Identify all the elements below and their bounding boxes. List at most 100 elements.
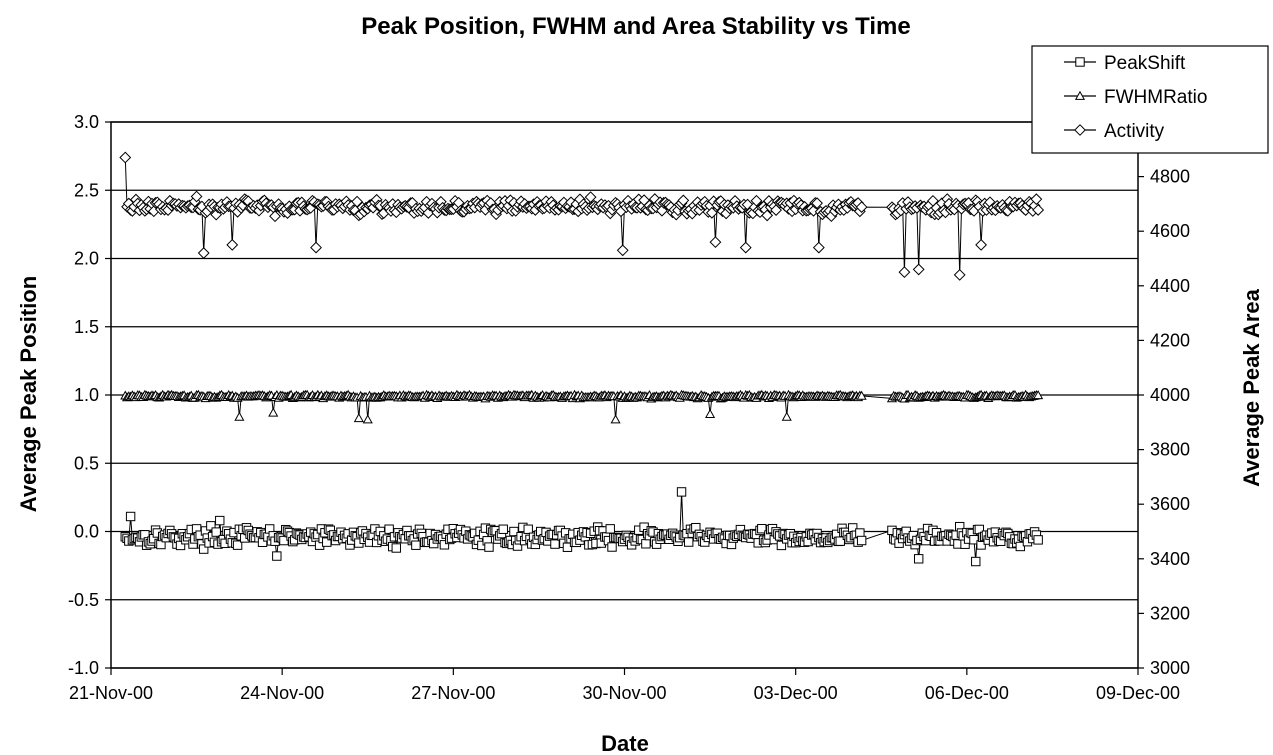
plot-area-frame — [110, 121, 1139, 669]
y-axis-label: Average Peak Position — [16, 276, 41, 512]
legend-box — [1031, 45, 1269, 154]
axes: -1.0 -0.5 0.0 0.5 1.0 1.5 2.0 2.5 3.0 3000 3200 340… — [68, 112, 1190, 703]
data-point — [439, 540, 450, 550]
data-point — [616, 244, 629, 257]
data-point — [269, 210, 281, 223]
data-point — [856, 535, 867, 546]
data-point — [969, 535, 979, 545]
y-tick-label: 2.0 — [74, 249, 99, 269]
y2-tick-label: 4200 — [1150, 330, 1190, 350]
data-point — [855, 201, 868, 213]
y-tick-label: -1.0 — [68, 658, 99, 678]
data-point — [1033, 535, 1043, 545]
data-point — [750, 194, 763, 207]
legend: PeakShift FWHMRatio Activity — [1031, 45, 1269, 154]
y-tick-label: 1.5 — [74, 317, 99, 337]
data-point — [757, 524, 767, 534]
data-point — [705, 408, 716, 418]
series-peakshift — [120, 487, 1043, 567]
data-point — [197, 247, 210, 259]
chart-title: Peak Position, FWHM and Area Stability v… — [361, 13, 910, 40]
y-tick-label: -0.5 — [68, 590, 99, 610]
data-point — [776, 540, 787, 551]
legend-label: PeakShift — [1104, 53, 1186, 74]
y2-axis-label: Average Peak Area — [1239, 288, 1264, 486]
data-point — [232, 540, 243, 550]
y2-tick-label: 4600 — [1150, 221, 1190, 241]
data-point — [119, 151, 132, 164]
data-point — [384, 524, 394, 534]
data-point — [1015, 541, 1026, 552]
x-axis-label: Date — [601, 731, 649, 755]
x-tick-label: 09-Dec-00 — [1096, 683, 1180, 703]
data-point — [975, 238, 988, 251]
y2-tick-label: 3800 — [1150, 440, 1190, 460]
data-point — [125, 511, 136, 522]
x-tick-label: 06-Dec-00 — [925, 683, 1009, 703]
x-tick-label: 21-Nov-00 — [69, 683, 153, 703]
data-point — [781, 411, 792, 421]
x-tick-label: 03-Dec-00 — [754, 683, 838, 703]
data-point — [411, 540, 421, 550]
data-point — [761, 209, 774, 222]
data-point — [705, 206, 718, 219]
data-point — [484, 542, 494, 552]
data-point — [310, 241, 322, 254]
data-point — [206, 521, 216, 531]
legend-label: Activity — [1104, 121, 1165, 142]
y2-tick-label: 3600 — [1150, 494, 1190, 514]
data-point — [898, 266, 911, 279]
data-point — [656, 204, 668, 217]
data-point — [1074, 124, 1086, 136]
x-tick-label: 30-Nov-00 — [582, 683, 666, 703]
data-point — [199, 544, 209, 554]
data-point — [272, 551, 282, 561]
data-point — [709, 236, 722, 249]
y2-tick-label: 4000 — [1150, 385, 1190, 405]
y-tick-label: 0.5 — [74, 453, 99, 473]
legend-label: FWHMRatio — [1104, 87, 1207, 108]
data-point — [912, 263, 925, 276]
data-point — [971, 556, 981, 567]
y-tick-label: 3.0 — [74, 112, 99, 132]
data-point — [811, 197, 823, 210]
data-point — [584, 191, 597, 204]
y2-tick-label: 4400 — [1150, 276, 1190, 296]
data-point — [498, 524, 508, 534]
y-tick-label: 2.5 — [74, 180, 99, 200]
data-point — [509, 526, 519, 537]
y-tick-label: 1.0 — [74, 385, 99, 405]
x-tick-label: 24-Nov-00 — [240, 683, 324, 703]
data-point — [807, 204, 820, 217]
data-point — [683, 537, 694, 547]
y2-tick-label: 4800 — [1150, 167, 1190, 187]
data-point — [953, 268, 966, 281]
data-point — [856, 390, 867, 400]
legend-item-peakshift: PeakShift — [1064, 53, 1186, 74]
data-point — [226, 238, 239, 251]
data-point — [268, 407, 279, 417]
data-point — [1074, 90, 1086, 100]
x-tick-label: 27-Nov-00 — [411, 683, 495, 703]
series-activity — [119, 151, 1045, 281]
data-point — [605, 524, 615, 534]
data-point — [677, 194, 690, 207]
y2-tick-label: 3200 — [1150, 603, 1190, 623]
data-point — [1032, 204, 1045, 216]
data-point — [1030, 193, 1043, 206]
data-point — [351, 195, 363, 208]
y2-tick-label: 3000 — [1150, 658, 1190, 678]
data-point — [523, 524, 533, 534]
data-point — [215, 515, 225, 526]
data-point — [211, 527, 221, 537]
data-point — [610, 414, 621, 424]
data-point — [607, 542, 617, 552]
series-fwhmratio — [120, 389, 1044, 424]
data-point — [812, 241, 825, 254]
y-tick-label: 0.0 — [74, 522, 99, 542]
data-point — [1075, 57, 1085, 67]
data-point — [234, 411, 245, 421]
data-point — [353, 412, 364, 423]
legend-item-fwhmratio: FWHMRatio — [1064, 87, 1207, 108]
